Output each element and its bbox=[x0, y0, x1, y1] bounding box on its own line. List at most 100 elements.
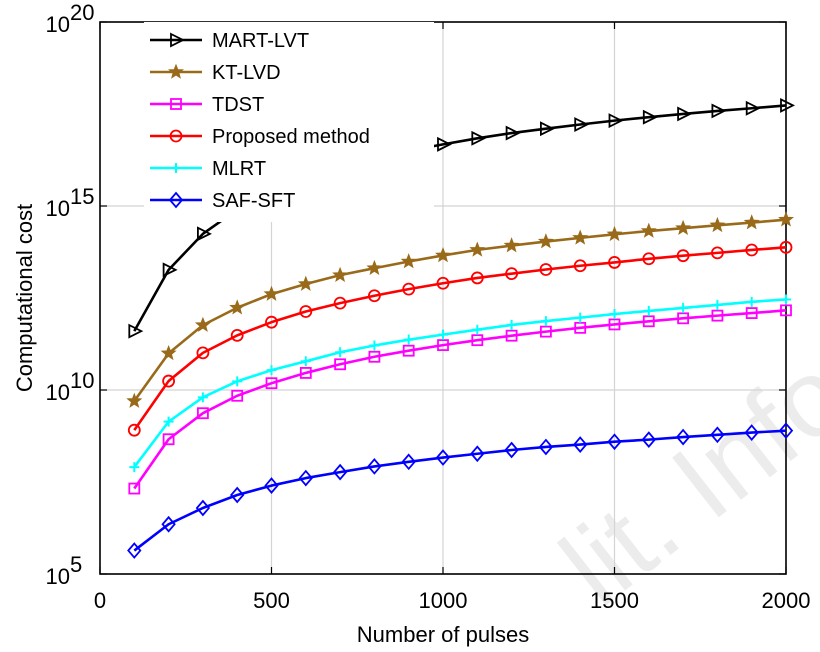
data-point bbox=[129, 462, 140, 473]
legend-item: KT-LVD bbox=[150, 62, 281, 84]
data-point bbox=[643, 305, 654, 316]
data-point bbox=[712, 299, 723, 310]
legend-marker bbox=[170, 98, 182, 110]
data-point bbox=[369, 340, 380, 351]
data-point bbox=[778, 211, 794, 227]
data-point bbox=[606, 225, 623, 242]
data-point bbox=[163, 416, 174, 427]
data-point bbox=[506, 319, 517, 330]
y-tick-exponent: 15 bbox=[70, 184, 94, 209]
data-point bbox=[608, 256, 621, 269]
legend-label: TDST bbox=[212, 94, 264, 116]
data-point bbox=[471, 334, 484, 347]
data-point bbox=[677, 312, 689, 325]
data-point bbox=[780, 304, 792, 317]
data-point bbox=[573, 259, 587, 273]
data-point bbox=[609, 309, 620, 320]
axis-ticks bbox=[99, 21, 787, 575]
data-point bbox=[574, 321, 587, 334]
y-tick-label: 10 15 bbox=[46, 184, 95, 221]
y-tick-base: 10 bbox=[46, 196, 70, 221]
data-point bbox=[746, 296, 757, 307]
y-axis-title: Computational cost bbox=[12, 204, 37, 392]
y-tick-exponent: 20 bbox=[70, 0, 94, 25]
y-tick-base: 10 bbox=[46, 380, 70, 405]
series-kt-lvd bbox=[126, 211, 794, 408]
x-tick-label: 500 bbox=[253, 588, 290, 613]
data-point bbox=[367, 289, 381, 303]
data-point bbox=[607, 433, 622, 451]
legend: MART-LVT KT-LVD TDST Proposed method MLRT SAF… bbox=[144, 22, 434, 222]
data-point bbox=[677, 106, 693, 122]
data-point bbox=[400, 253, 417, 269]
series-proposed-method bbox=[127, 240, 793, 437]
data-point bbox=[471, 130, 487, 146]
data-point bbox=[642, 252, 656, 266]
data-point bbox=[333, 296, 347, 310]
data-point bbox=[710, 426, 725, 444]
data-point bbox=[575, 312, 586, 323]
data-point bbox=[745, 307, 758, 319]
data-point bbox=[299, 367, 312, 379]
data-point bbox=[128, 323, 144, 339]
data-point bbox=[540, 121, 555, 137]
legend-marker bbox=[171, 163, 181, 173]
series-mlrt bbox=[129, 294, 791, 473]
data-point bbox=[266, 365, 277, 376]
data-point bbox=[505, 125, 521, 141]
legend-label: KT-LVD bbox=[212, 62, 281, 84]
series-tdst bbox=[128, 304, 792, 495]
legend-item: MLRT bbox=[150, 158, 266, 180]
data-point bbox=[538, 438, 554, 456]
series-layer bbox=[126, 97, 796, 559]
data-point bbox=[640, 222, 657, 238]
data-point bbox=[676, 249, 690, 263]
legend-marker bbox=[169, 129, 183, 143]
data-point bbox=[160, 344, 177, 361]
data-point bbox=[401, 453, 416, 471]
data-point bbox=[572, 229, 589, 245]
data-point bbox=[469, 241, 486, 257]
data-point bbox=[711, 309, 724, 322]
data-point bbox=[540, 325, 552, 338]
data-point bbox=[504, 441, 519, 459]
data-point bbox=[264, 477, 279, 494]
data-point bbox=[300, 356, 311, 367]
data-point bbox=[505, 329, 518, 342]
y-tick-exponent: 5 bbox=[70, 552, 82, 577]
data-point bbox=[470, 271, 484, 285]
legend-label: SAF-SFT bbox=[212, 190, 295, 212]
data-point bbox=[196, 407, 209, 420]
data-point bbox=[472, 324, 483, 335]
data-point bbox=[435, 449, 451, 466]
data-point bbox=[368, 350, 381, 363]
series-line bbox=[133, 298, 787, 468]
data-point bbox=[161, 515, 176, 533]
data-point bbox=[127, 423, 141, 437]
data-point bbox=[196, 346, 210, 360]
data-point bbox=[229, 299, 246, 315]
data-point bbox=[537, 233, 554, 249]
data-point bbox=[608, 113, 624, 129]
data-point bbox=[230, 486, 245, 504]
data-point bbox=[263, 285, 280, 301]
data-point bbox=[402, 344, 415, 357]
y-tick-label: 10 20 bbox=[46, 0, 95, 37]
x-tick-labels: 0 500 1000 1500 2000 bbox=[94, 588, 811, 613]
series-line bbox=[133, 218, 787, 402]
data-point bbox=[402, 282, 416, 296]
data-point bbox=[505, 267, 519, 281]
data-point bbox=[573, 436, 588, 453]
data-point bbox=[194, 316, 211, 332]
legend-item: TDST bbox=[150, 94, 264, 116]
legend-label: MART-LVT bbox=[212, 30, 309, 52]
data-point bbox=[641, 431, 656, 449]
data-point bbox=[334, 358, 347, 371]
data-point bbox=[162, 374, 176, 388]
data-point bbox=[470, 445, 485, 463]
data-point bbox=[162, 433, 175, 446]
data-point bbox=[574, 117, 590, 132]
x-tick-label: 1000 bbox=[419, 588, 468, 613]
legend-marker bbox=[168, 191, 184, 209]
